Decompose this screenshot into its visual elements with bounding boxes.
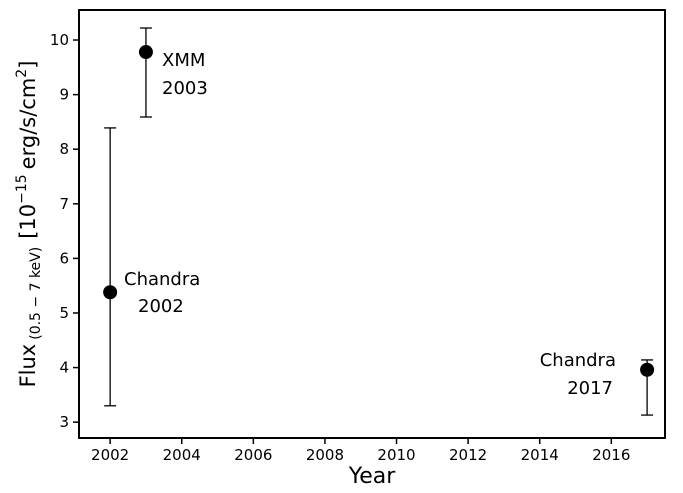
y-tick-label: 8 bbox=[59, 140, 69, 158]
y-label-part: [10 bbox=[16, 204, 40, 239]
x-tick-label: 2010 bbox=[377, 446, 415, 464]
point bbox=[103, 285, 118, 300]
point bbox=[138, 45, 153, 60]
x-tick-label: 2016 bbox=[592, 446, 630, 464]
annotation: 2003 bbox=[162, 78, 208, 99]
x-tick-label: 2004 bbox=[163, 446, 201, 464]
annotation: 2002 bbox=[138, 296, 184, 317]
y-label-part: ] bbox=[16, 61, 40, 69]
error-bar bbox=[104, 127, 117, 407]
y-tick-label: 5 bbox=[59, 304, 69, 322]
y-tick-label: 6 bbox=[59, 249, 69, 267]
y-label-part: (0.5 − 7 keV) bbox=[28, 247, 44, 340]
plot-frame bbox=[78, 9, 666, 439]
x-tick-label: 2014 bbox=[521, 446, 559, 464]
x-tick-label: 2002 bbox=[91, 446, 129, 464]
y-tick-label: 9 bbox=[59, 86, 69, 104]
annotation: Chandra bbox=[540, 350, 616, 371]
point bbox=[640, 362, 655, 377]
y-label-part: −15 bbox=[14, 174, 30, 204]
y-label-part: erg/s/cm bbox=[16, 78, 40, 170]
x-axis-label: Year bbox=[348, 464, 397, 489]
error-bar bbox=[139, 27, 152, 118]
y-label-part: Flux bbox=[16, 344, 40, 388]
x-tick-label: 2012 bbox=[449, 446, 487, 464]
y-label-part: 2 bbox=[14, 69, 30, 78]
y-tick-label: 3 bbox=[59, 413, 69, 431]
y-tick-label: 4 bbox=[59, 359, 69, 377]
annotation: XMM bbox=[162, 50, 205, 71]
x-tick-label: 2006 bbox=[234, 446, 272, 464]
x-tick-label: 2008 bbox=[306, 446, 344, 464]
y-axis-label: Flux (0.5 − 7 keV) [10−15 erg/s/cm2] bbox=[14, 61, 44, 388]
y-tick-label: 10 bbox=[50, 31, 69, 49]
y-tick-label: 7 bbox=[59, 195, 69, 213]
annotation: 2017 bbox=[567, 378, 613, 399]
annotation: Chandra bbox=[124, 269, 200, 290]
